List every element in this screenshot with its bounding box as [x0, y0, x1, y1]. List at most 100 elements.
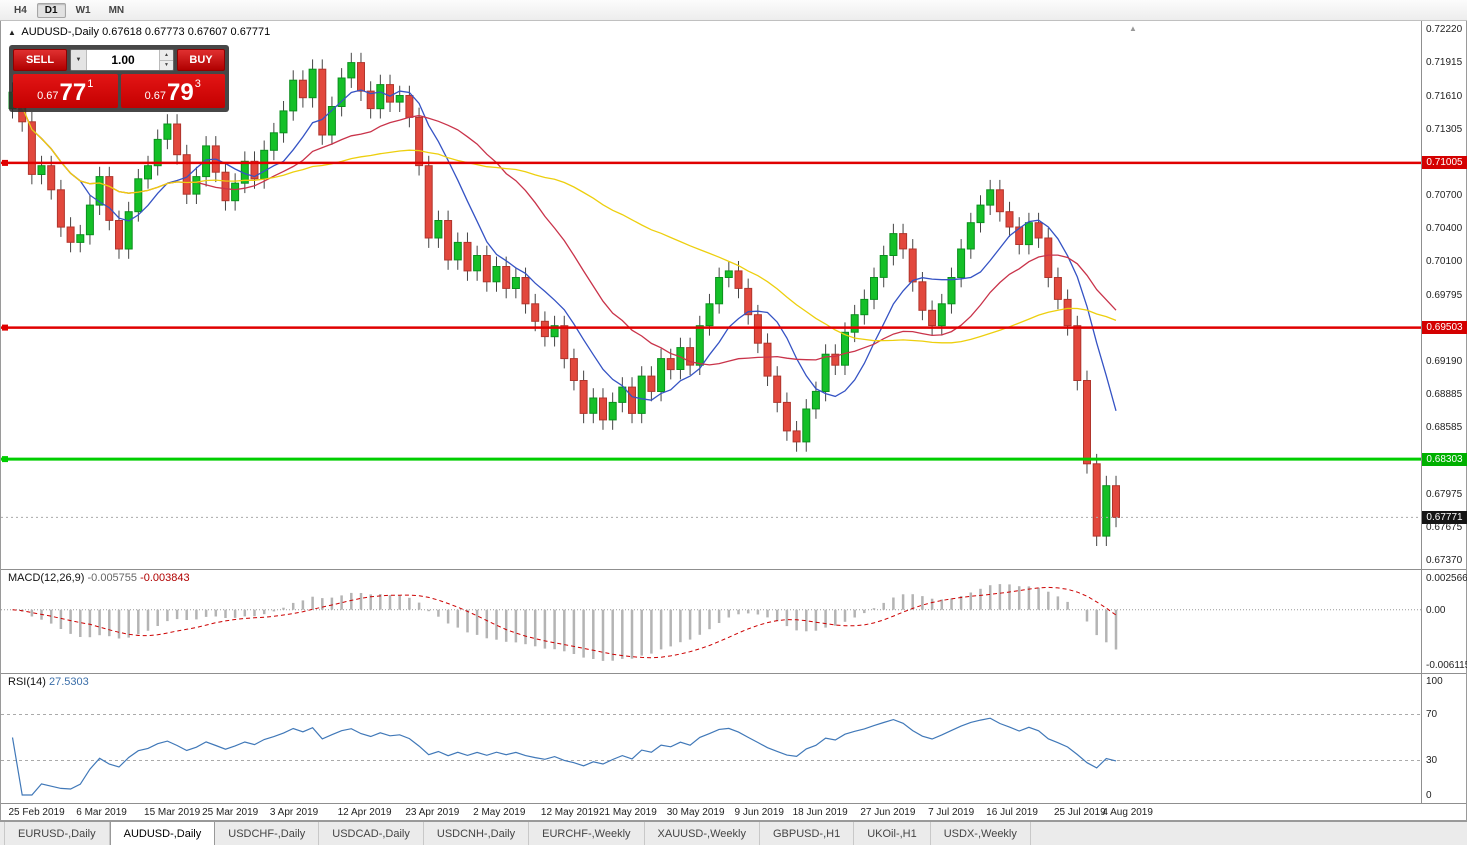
rsi-pane[interactable] [1, 674, 1466, 803]
candle-down [357, 62, 365, 92]
sell-price-prefix: 0.67 [37, 90, 59, 102]
tab-xauusd-weekly[interactable]: XAUUSD-,Weekly [645, 822, 760, 845]
price-pane[interactable] [1, 21, 1466, 569]
candle-up [637, 375, 646, 414]
slow-ma-yellow-line [11, 91, 1117, 344]
candle-down [56, 189, 65, 228]
tab-eurchf-weekly[interactable]: EURCHF-,Weekly [529, 822, 645, 845]
tab-usdx-weekly[interactable]: USDX-,Weekly [931, 822, 1031, 845]
price-tick: 0.68885 [1426, 389, 1463, 401]
chart-symbol-label: AUDUSD-,Daily [21, 26, 99, 38]
candle-up [1024, 222, 1033, 246]
candle-down [899, 233, 908, 250]
candle-down [521, 277, 530, 305]
date-axis: 25 Feb 2019 6 Mar 2019 15 Mar 2019 25 Mar 2… [1, 804, 1466, 821]
candle-up [695, 325, 704, 366]
candle-up [269, 132, 278, 151]
date-label: 21 May 2019 [598, 807, 657, 818]
volume-input[interactable] [87, 50, 159, 70]
buy-price-pip: 3 [194, 78, 201, 90]
candle-up [608, 401, 617, 421]
tab-usdchf-daily[interactable]: USDCHF-,Daily [215, 822, 320, 845]
macd-axis-label: 0.00 [1426, 604, 1446, 616]
candle-up [192, 176, 201, 195]
candle-down [1063, 298, 1072, 327]
candle-up [850, 314, 859, 333]
timeframe-mn[interactable]: MN [108, 4, 125, 16]
volume-dropdown-icon[interactable]: ▼ [71, 50, 87, 70]
price-tick: 0.71305 [1426, 124, 1463, 136]
candle-up [947, 277, 956, 305]
candle-up [473, 255, 482, 272]
tab-audusd-daily[interactable]: AUDUSD-,Daily [109, 822, 216, 845]
date-label: 27 Jun 2019 [860, 807, 916, 818]
candle-up [289, 79, 298, 112]
candle-down [1092, 463, 1101, 537]
resistance-handle[interactable] [2, 159, 8, 166]
candle-down [298, 79, 307, 99]
chart-window: ▲ AUDUSD-,Daily 0.67618 0.67773 0.67607 … [0, 20, 1467, 821]
tab-usdcnh-daily[interactable]: USDCNH-,Daily [424, 822, 530, 845]
volume-increase-icon[interactable]: ▲ [160, 50, 173, 61]
candle-down [482, 255, 491, 283]
date-label: 3 Apr 2019 [269, 807, 319, 818]
candle-down [502, 266, 511, 289]
fast-ma-blue-line [11, 89, 1117, 411]
candle-up [395, 95, 404, 103]
candle-up [657, 358, 666, 393]
buy-price-prefix: 0.67 [144, 90, 167, 102]
tab-ukoil-h1[interactable]: UKOil-,H1 [854, 822, 931, 845]
candle-up [889, 233, 898, 257]
volume-decrease-icon[interactable]: ▼ [160, 60, 173, 70]
candle-up [231, 182, 240, 202]
candle-up [511, 277, 520, 289]
candle-up [879, 255, 888, 278]
support-handle[interactable] [2, 456, 8, 463]
sell-price-button[interactable]: 0.67 77 1 [13, 74, 118, 108]
resistance-handle[interactable] [2, 324, 8, 331]
candle-down [540, 320, 549, 338]
pane-separator[interactable] [1, 569, 1466, 570]
candle-up [705, 303, 714, 327]
candle-down [753, 314, 762, 344]
sell-button[interactable]: SELL [13, 49, 67, 71]
candle-down [569, 358, 578, 382]
macd-pane[interactable] [1, 570, 1466, 673]
candle-up [163, 123, 172, 140]
candle-up [376, 84, 385, 110]
candle-down [1112, 485, 1120, 518]
candle-down [415, 116, 424, 167]
macd-name: MACD(12,26,9) [8, 572, 85, 584]
tab-gbpusd-h1[interactable]: GBPUSD-,H1 [760, 822, 855, 845]
candle-up [144, 165, 152, 180]
buy-price-button[interactable]: 0.67 79 3 [120, 74, 225, 108]
macd-axis-label: -0.0061151 [1426, 660, 1467, 671]
resistance-price-box: 0.71005 [1422, 156, 1467, 170]
candle-up [618, 386, 627, 403]
timeframe-w1[interactable]: W1 [75, 4, 91, 16]
chart-shift-marker-icon[interactable]: ▲ [1129, 24, 1137, 33]
tab-usdcad-daily[interactable]: USDCAD-,Daily [319, 822, 424, 845]
rsi-label: RSI(14) 27.5303 [8, 676, 89, 688]
timeframe-d1[interactable]: D1 [36, 2, 66, 18]
buy-button[interactable]: BUY [177, 49, 225, 71]
candle-down [1005, 211, 1014, 228]
date-label: 4 Aug 2019 [1102, 807, 1153, 818]
timeframe-h4[interactable]: H4 [14, 4, 27, 16]
candle-up [802, 408, 811, 443]
date-label: 25 Mar 2019 [202, 807, 259, 818]
date-label: 6 Mar 2019 [76, 807, 127, 818]
candle-up [124, 211, 133, 250]
candle-down [250, 160, 259, 180]
candle-up [821, 353, 830, 393]
candle-down [666, 358, 675, 371]
one-click-collapse-icon[interactable]: ▲ [8, 28, 16, 37]
tab-eurusd-daily[interactable]: EURUSD-,Daily [4, 822, 110, 845]
candle-down [1053, 277, 1062, 300]
candle-down [1015, 226, 1024, 245]
candle-up [37, 165, 46, 175]
pane-separator[interactable] [1, 673, 1466, 674]
candle-down [908, 248, 917, 283]
candle-up [860, 298, 869, 316]
candle-up [153, 138, 162, 167]
